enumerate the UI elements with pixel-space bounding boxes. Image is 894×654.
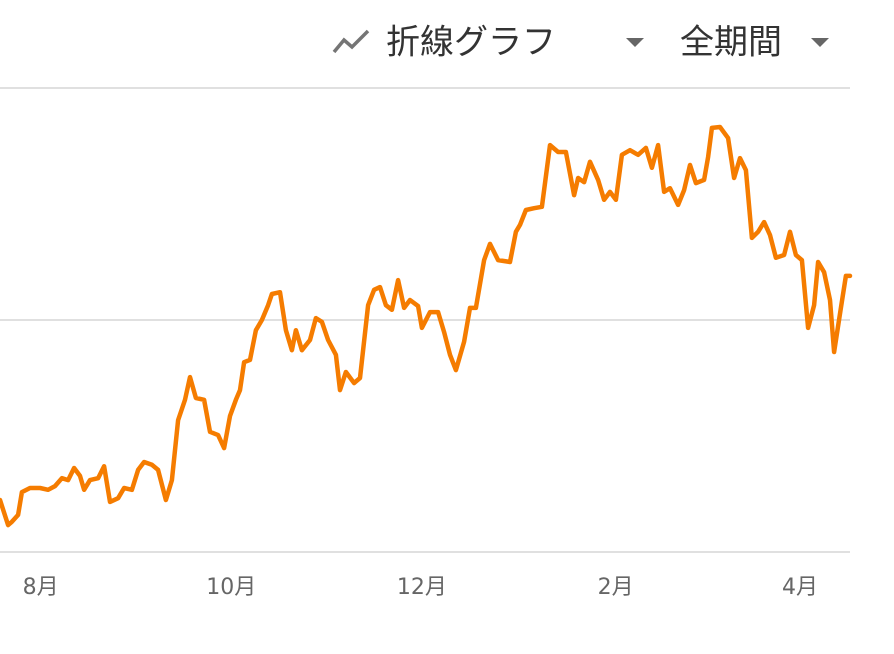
- chart-type-selector[interactable]: 折線グラフ: [332, 23, 644, 63]
- plot-area: 8月 10月 12月 2月 4月: [0, 87, 853, 600]
- x-tick-label: 8月: [23, 575, 59, 600]
- period-label[interactable]: 全期間: [680, 23, 782, 63]
- x-tick-label: 12月: [397, 575, 447, 600]
- period-selector[interactable]: 全期間: [680, 23, 829, 63]
- x-tick-label: 2月: [598, 575, 634, 600]
- dropdown-arrow[interactable]: [626, 38, 644, 47]
- chart-type-label[interactable]: 折線グラフ: [386, 23, 556, 63]
- x-tick-label: 4月: [782, 575, 818, 600]
- x-tick-label: 10月: [206, 575, 256, 600]
- line-chart-icon: [332, 29, 370, 54]
- data-line: [0, 124, 853, 528]
- dropdown-arrow[interactable]: [811, 38, 829, 47]
